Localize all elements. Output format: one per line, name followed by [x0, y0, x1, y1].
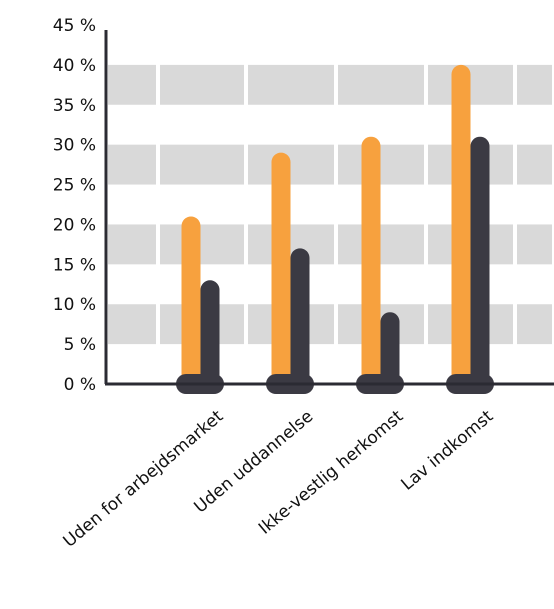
- y-tick-label: 30 %: [53, 136, 96, 156]
- grid-band: [160, 64, 244, 105]
- grid-band: [108, 144, 156, 185]
- bar: [361, 136, 381, 384]
- bar: [271, 152, 291, 384]
- bar: [451, 64, 471, 384]
- y-tick-label: 40 %: [53, 56, 96, 76]
- grid-band: [108, 64, 156, 105]
- grid-band: [338, 224, 424, 265]
- grid-band: [517, 304, 552, 345]
- bar: [200, 280, 220, 384]
- grid-band: [338, 64, 424, 105]
- grid-band: [517, 64, 552, 105]
- grid-band: [517, 224, 552, 265]
- grid-band: [160, 144, 244, 185]
- y-tick-label: 35 %: [53, 96, 96, 116]
- x-tick-label: Uden for arbejdsmarket: [60, 406, 228, 551]
- bar: [470, 136, 490, 384]
- grid-band: [517, 144, 552, 185]
- grid-band: [338, 144, 424, 185]
- grid-band: [160, 224, 244, 265]
- y-tick-label: 20 %: [53, 215, 96, 235]
- y-tick-label: 5 %: [64, 335, 96, 355]
- x-tick-label: Lav indkomst: [398, 406, 498, 494]
- y-tick-label: 10 %: [53, 295, 96, 315]
- axes: [104, 30, 554, 386]
- bars: [176, 64, 494, 394]
- grid-band: [248, 64, 334, 105]
- y-tick-label: 25 %: [53, 176, 96, 196]
- y-tick-label: 15 %: [53, 255, 96, 275]
- bar: [290, 248, 310, 384]
- bar: [380, 312, 400, 384]
- y-tick-label: 45 %: [53, 16, 96, 36]
- x-tick-label: Ikke-vestlig herkomst: [255, 406, 407, 538]
- grid-band: [248, 144, 334, 185]
- bar: [181, 216, 201, 384]
- grid-band: [108, 224, 156, 265]
- y-tick-label: 0 %: [64, 375, 96, 395]
- y-axis-ticks: 0 % 5 % 10 % 15 % 20 % 25 % 30 % 35 % 40 % 45 %: [53, 16, 96, 395]
- grid-band: [108, 304, 156, 345]
